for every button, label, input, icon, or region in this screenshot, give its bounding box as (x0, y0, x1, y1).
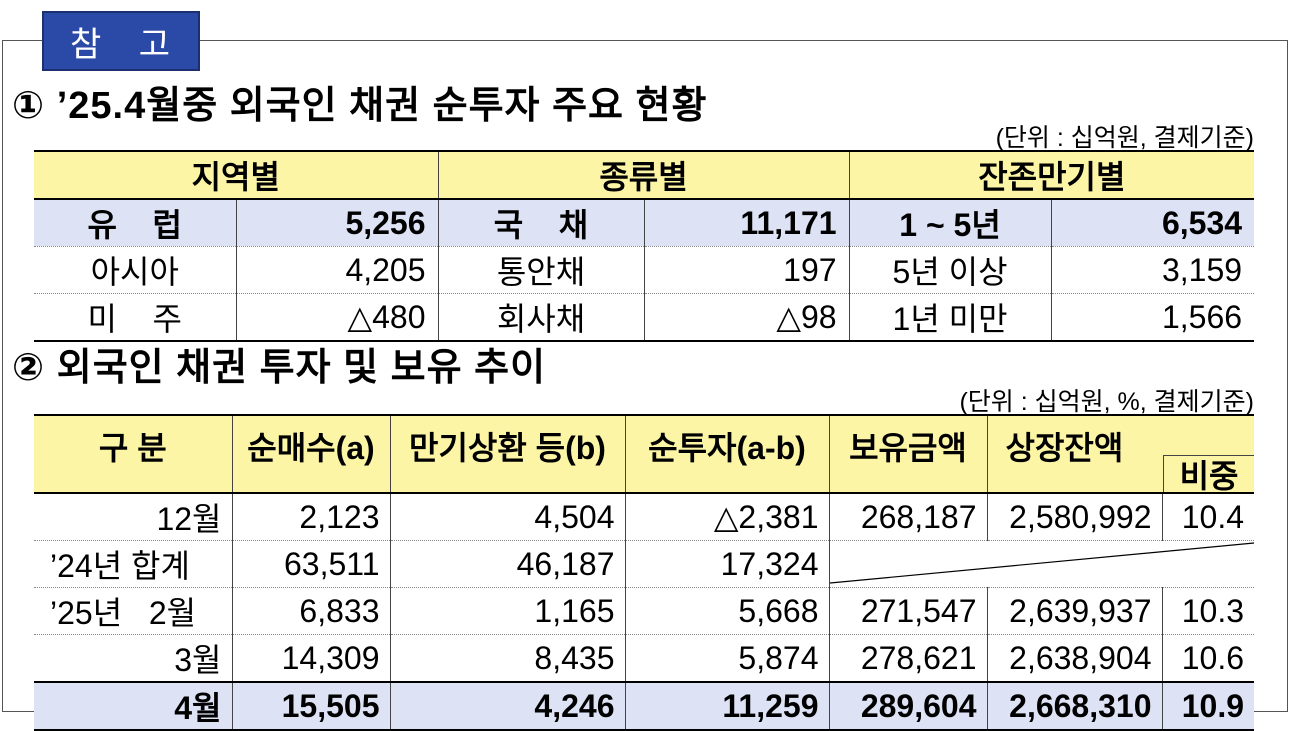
table-row: ’25년 2월 6,833 1,165 5,668 271,547 2,639,… (34, 587, 1255, 635)
cell: 통안채 (437, 246, 645, 294)
cell: 4월 (34, 681, 232, 730)
cell: 5,256 (235, 199, 439, 247)
cell: 2,580,992 (986, 493, 1162, 541)
header-net-purchase: 순매수(a) (231, 415, 390, 494)
header-net-investment: 순투자(a-b) (624, 415, 829, 494)
table-row: 3월 14,309 8,435 5,874 278,621 2,638,904 … (34, 634, 1255, 682)
cell: ’24년 합계 (34, 540, 232, 588)
table-row: 미 주 △480 회사채 △98 1년 미만 1,566 (34, 293, 1255, 341)
table-row: 유 럽 5,256 국 채 11,171 1 ~ 5년 6,534 (34, 199, 1255, 247)
cell: 10.9 (1161, 681, 1255, 730)
cell: 268,187 (828, 493, 987, 541)
cell: 63,511 (231, 540, 390, 588)
table-row: 12월 2,123 4,504 △2,381 268,187 2,580,992… (34, 493, 1255, 541)
cell: 8,435 (389, 634, 625, 682)
cell: 11,259 (624, 681, 829, 730)
table-row: 아시아 4,205 통안채 197 5년 이상 3,159 (34, 246, 1255, 294)
cell: 10.6 (1161, 634, 1255, 682)
cell: 2,638,904 (986, 634, 1162, 682)
cell: ’25년 2월 (34, 587, 232, 635)
cell: 3,159 (1050, 246, 1255, 294)
cell: 미 주 (34, 293, 236, 341)
cell: 6,534 (1050, 199, 1255, 247)
cell: 5년 이상 (848, 246, 1052, 294)
header-type: 종류별 (437, 151, 850, 200)
section2-unit: (단위 : 십억원, %, 결제기준) (959, 388, 1254, 416)
header-holdings: 보유금액 (828, 415, 987, 494)
total-row: 4월 15,505 4,246 11,259 289,604 2,668,310… (34, 681, 1255, 730)
cell: 17,324 (624, 540, 829, 588)
cell: 2,639,937 (986, 587, 1162, 635)
cell: 10.3 (1161, 587, 1255, 635)
cell: 278,621 (828, 634, 987, 682)
section1-title: ① ’25.4월중 외국인 채권 순투자 주요 현황 (12, 85, 708, 127)
foreign-bond-trend-table: 구 분 순매수(a) 만기상환 등(b) 순투자(a-b) 보유금액 상장잔액 … (34, 414, 1255, 731)
cell: 197 (643, 246, 850, 294)
cell: 2,668,310 (986, 681, 1162, 730)
cell: 289,604 (828, 681, 987, 730)
cell: △480 (235, 293, 439, 341)
cell: 2,123 (231, 493, 390, 541)
cell: 46,187 (389, 540, 625, 588)
foreign-bond-summary-table: 지역별 종류별 잔존만기별 유 럽 5,256 국 채 11,171 1 ~ 5… (34, 150, 1255, 342)
cell: 유 럽 (34, 199, 236, 247)
cell: 1,165 (389, 587, 625, 635)
header-listed-balance: 상장잔액 비중 (986, 415, 1255, 494)
cell: 5,668 (624, 587, 829, 635)
table-row: ’24년 합계 63,511 46,187 17,324 (34, 540, 1255, 588)
cell: 14,309 (231, 634, 390, 682)
cell: 아시아 (34, 246, 236, 294)
header-maturity: 잔존만기별 (848, 151, 1255, 200)
cell: 국 채 (437, 199, 645, 247)
reference-tag: 참 고 (42, 11, 200, 71)
cell: 4,205 (235, 246, 439, 294)
cell: 4,504 (389, 493, 625, 541)
cell: △2,381 (624, 493, 829, 541)
cell: 6,833 (231, 587, 390, 635)
cell: 1,566 (1050, 293, 1255, 341)
cell: 15,505 (231, 681, 390, 730)
header-maturity-redemption: 만기상환 등(b) (389, 415, 625, 494)
header-ratio: 비중 (1163, 455, 1255, 491)
cell: 5,874 (624, 634, 829, 682)
cell: 3월 (34, 634, 232, 682)
header-category: 구 분 (34, 415, 232, 494)
cell: 회사채 (437, 293, 645, 341)
header-region: 지역별 (34, 151, 439, 200)
cell: 1년 미만 (848, 293, 1052, 341)
diagonal-line (830, 542, 1254, 584)
section1-unit: (단위 : 십억원, 결제기준) (995, 124, 1254, 152)
cell: 271,547 (828, 587, 987, 635)
cell: 1 ~ 5년 (848, 199, 1052, 247)
cell: 11,171 (643, 199, 850, 247)
cell: 10.4 (1161, 493, 1255, 541)
blank-diagonal-cell (828, 540, 1255, 588)
cell: 12월 (156, 501, 222, 537)
cell: 4,246 (389, 681, 625, 730)
cell: △98 (643, 293, 850, 341)
section2-title: ② 외국인 채권 투자 및 보유 추이 (12, 347, 547, 389)
